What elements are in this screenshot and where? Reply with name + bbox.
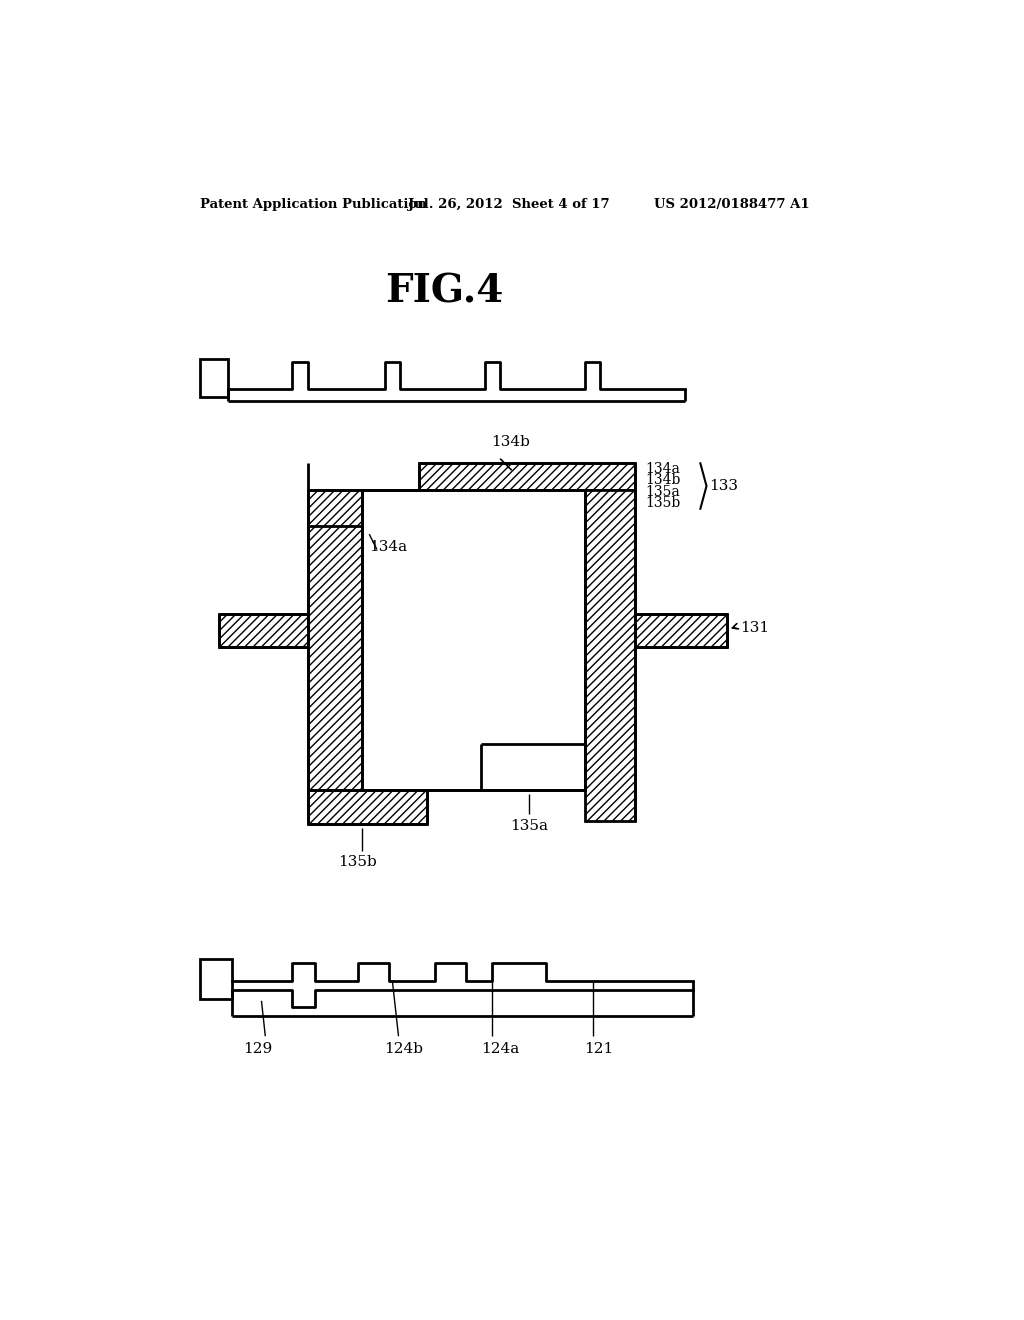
Text: 129: 129	[243, 1043, 272, 1056]
Polygon shape	[585, 490, 635, 821]
Bar	[200, 359, 228, 397]
Polygon shape	[307, 789, 427, 825]
Text: US 2012/0188477 A1: US 2012/0188477 A1	[654, 198, 810, 211]
Text: Jul. 26, 2012  Sheet 4 of 17: Jul. 26, 2012 Sheet 4 of 17	[408, 198, 609, 211]
Text: 133: 133	[710, 479, 738, 494]
Text: 134a: 134a	[370, 540, 408, 553]
Bar	[361, 490, 585, 789]
Polygon shape	[635, 614, 727, 647]
Text: Patent Application Publication: Patent Application Publication	[200, 198, 427, 211]
Text: 124a: 124a	[481, 1043, 519, 1056]
Text: 135b: 135b	[645, 496, 680, 511]
Polygon shape	[307, 490, 419, 821]
Text: FIG.4: FIG.4	[385, 272, 503, 310]
Text: 134b: 134b	[645, 474, 680, 487]
Polygon shape	[481, 743, 585, 789]
Polygon shape	[419, 462, 635, 490]
Text: 121: 121	[584, 1043, 613, 1056]
Text: 135a: 135a	[645, 484, 680, 499]
Text: 131: 131	[740, 622, 769, 635]
Text: 135b: 135b	[338, 855, 377, 870]
Polygon shape	[219, 614, 307, 647]
Text: 134a: 134a	[645, 462, 680, 475]
Text: 124b: 124b	[384, 1043, 423, 1056]
Bar	[200, 960, 232, 999]
Text: 135a: 135a	[510, 818, 548, 833]
Text: 134b: 134b	[490, 436, 529, 449]
